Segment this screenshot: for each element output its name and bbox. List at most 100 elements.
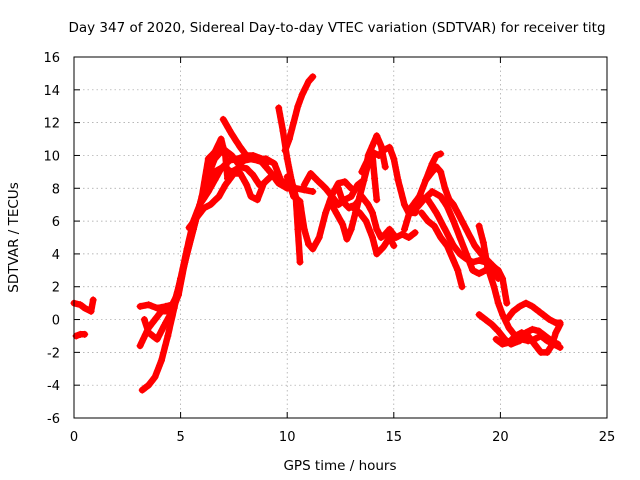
data-point <box>300 225 308 233</box>
data-point <box>375 151 383 159</box>
data-point <box>339 220 347 228</box>
data-point <box>471 242 479 250</box>
data-point <box>490 283 498 291</box>
data-point <box>437 168 445 176</box>
data-point <box>298 91 306 99</box>
data-point <box>390 242 398 250</box>
data-point <box>524 332 532 340</box>
data-point <box>454 266 462 274</box>
data-point <box>260 179 268 187</box>
data-point <box>528 302 536 310</box>
axis-ticks: 0 5 10 15 20 25 -6 -4 -2 0 2 4 6 8 10 12 14 16 <box>43 51 615 445</box>
data-point <box>313 176 321 184</box>
data-point <box>270 160 278 168</box>
data-point <box>432 209 440 217</box>
data-point <box>368 234 376 241</box>
plot-frame <box>73 56 608 419</box>
data-point <box>236 143 244 151</box>
x-tick-label: 15 <box>386 430 403 445</box>
data-point <box>300 181 308 189</box>
data-point <box>206 201 214 209</box>
series-trace <box>301 152 380 208</box>
data-point <box>326 197 334 205</box>
data-point <box>164 332 172 340</box>
data-point <box>290 119 298 127</box>
data-point <box>136 342 144 350</box>
series-arc-16 <box>347 202 398 258</box>
data-point <box>400 225 408 233</box>
y-tick-label: -2 <box>47 346 60 361</box>
data-point <box>356 209 364 217</box>
data-point <box>296 197 304 205</box>
data-point <box>322 209 330 217</box>
data-point <box>394 176 402 184</box>
series-arc-25 <box>503 299 564 327</box>
data-point <box>518 329 526 337</box>
data-point <box>373 196 381 204</box>
data-point <box>422 176 430 184</box>
data-point <box>364 155 372 163</box>
data-point <box>496 273 504 281</box>
series-arc-24 <box>492 320 564 356</box>
data-point <box>234 155 242 163</box>
data-point <box>386 234 394 241</box>
data-point <box>432 151 440 159</box>
data-point <box>81 304 89 312</box>
data-point <box>541 332 549 340</box>
data-point <box>556 319 564 327</box>
data-point <box>243 151 251 159</box>
data-point <box>145 329 153 337</box>
data-point <box>475 256 483 264</box>
data-point <box>505 339 513 347</box>
series-trace <box>475 311 562 348</box>
data-point <box>462 225 470 233</box>
data-point <box>405 234 413 241</box>
data-point <box>341 178 349 186</box>
data-point <box>499 340 507 348</box>
data-point <box>475 270 483 278</box>
data-point <box>456 234 464 241</box>
data-point <box>76 301 84 309</box>
data-point <box>441 184 449 192</box>
data-point <box>181 258 189 266</box>
data-point <box>204 155 212 163</box>
data-point <box>490 263 498 271</box>
data-point <box>87 307 95 315</box>
x-tick-label: 0 <box>70 430 78 445</box>
data-point <box>449 201 457 209</box>
data-point <box>415 192 423 200</box>
data-point <box>334 184 342 192</box>
data-point <box>343 235 351 243</box>
data-point <box>277 176 285 184</box>
data-point <box>157 357 165 365</box>
data-point <box>221 151 229 159</box>
data-point <box>275 104 283 112</box>
data-point <box>247 192 255 200</box>
series-trace <box>141 135 231 343</box>
data-point <box>437 234 445 241</box>
data-point <box>204 188 212 196</box>
data-point <box>296 258 304 266</box>
data-point <box>392 234 400 241</box>
data-point <box>377 234 385 241</box>
y-tick-label: 10 <box>43 149 60 164</box>
series-arc-02 <box>72 330 89 340</box>
data-point <box>535 327 543 335</box>
data-point <box>211 176 219 184</box>
data-point <box>548 342 556 350</box>
data-point <box>535 307 543 315</box>
data-point <box>322 184 330 192</box>
data-point <box>307 170 315 178</box>
data-point <box>381 163 389 171</box>
x-axis-label: GPS time / hours <box>283 458 396 474</box>
data-point <box>236 170 244 178</box>
data-point <box>305 240 313 248</box>
data-point <box>264 158 272 166</box>
y-tick-label: 16 <box>43 51 60 66</box>
data-point <box>174 291 182 299</box>
data-point <box>379 243 387 251</box>
data-point <box>543 348 551 356</box>
data-point <box>153 304 161 312</box>
data-point <box>258 155 266 163</box>
data-point <box>475 311 483 319</box>
